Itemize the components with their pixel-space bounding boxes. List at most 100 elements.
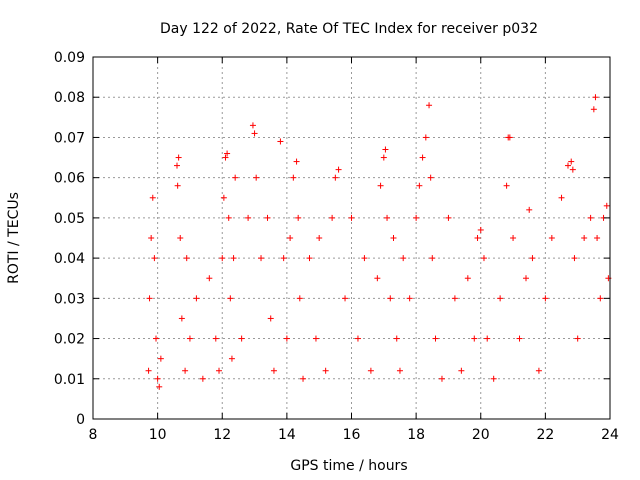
data-point xyxy=(182,367,189,374)
x-tick-label: 24 xyxy=(601,427,619,443)
data-point xyxy=(597,295,604,302)
data-point xyxy=(296,295,303,302)
data-point xyxy=(374,275,381,282)
data-point xyxy=(427,174,434,181)
y-tick-label: 0.04 xyxy=(54,251,85,267)
data-point xyxy=(571,255,578,262)
y-tick-label: 0.01 xyxy=(54,372,85,388)
data-point xyxy=(148,235,155,241)
data-point xyxy=(220,194,227,201)
data-point xyxy=(322,367,329,374)
data-point xyxy=(426,102,433,109)
x-axis-label: GPS time / hours xyxy=(290,458,407,474)
x-tick-label: 20 xyxy=(472,427,490,443)
x-tick-label: 18 xyxy=(407,427,425,443)
data-point xyxy=(193,295,200,302)
y-tick-label: 0.08 xyxy=(54,90,85,106)
data-point xyxy=(300,375,307,382)
data-point xyxy=(316,235,323,241)
data-point xyxy=(416,182,423,189)
data-point xyxy=(569,166,576,173)
data-point xyxy=(251,130,258,137)
x-tick-label: 10 xyxy=(149,427,167,443)
data-point xyxy=(146,295,153,302)
data-point xyxy=(270,367,277,374)
data-point xyxy=(432,335,439,342)
y-tick-label: 0.02 xyxy=(54,332,85,348)
data-point xyxy=(429,255,436,262)
data-point xyxy=(516,335,523,342)
data-point xyxy=(384,214,391,221)
data-point xyxy=(230,255,237,262)
data-point xyxy=(177,235,184,241)
data-point xyxy=(535,367,542,374)
data-point xyxy=(380,154,387,161)
data-point xyxy=(367,367,374,374)
grid-lines xyxy=(93,57,610,419)
data-point xyxy=(564,162,571,169)
data-point xyxy=(510,235,517,241)
data-point xyxy=(413,214,420,221)
data-point xyxy=(477,226,484,233)
data-point xyxy=(216,367,223,374)
data-point xyxy=(574,335,581,342)
data-point xyxy=(451,295,458,302)
data-point xyxy=(581,235,588,241)
data-point xyxy=(471,335,478,342)
y-tick-label: 0.07 xyxy=(54,130,85,146)
data-point xyxy=(348,214,355,221)
data-point xyxy=(438,375,445,382)
data-point xyxy=(183,255,190,262)
data-point xyxy=(377,182,384,189)
y-tick-label: 0.05 xyxy=(54,211,85,227)
data-point xyxy=(295,214,302,221)
data-point xyxy=(393,335,400,342)
data-point xyxy=(568,158,575,165)
data-point xyxy=(157,355,164,362)
data-point xyxy=(342,295,349,302)
data-point xyxy=(222,154,229,161)
data-point xyxy=(406,295,413,302)
data-point xyxy=(232,174,239,181)
data-point xyxy=(382,146,389,153)
data-point xyxy=(219,255,226,262)
data-point xyxy=(267,315,274,322)
data-point xyxy=(484,335,491,342)
data-point xyxy=(306,255,313,262)
data-point xyxy=(280,255,287,262)
data-point xyxy=(287,235,294,241)
data-point xyxy=(154,375,161,382)
data-point xyxy=(178,315,185,322)
data-point xyxy=(258,255,265,262)
data-point xyxy=(249,122,256,129)
data-point xyxy=(290,174,297,181)
data-point xyxy=(474,235,481,241)
data-point xyxy=(522,275,529,282)
data-point xyxy=(503,182,510,189)
data-point xyxy=(497,295,504,302)
data-point xyxy=(529,255,536,262)
data-point xyxy=(228,355,235,362)
data-point xyxy=(283,335,290,342)
x-tick-label: 12 xyxy=(213,427,231,443)
data-point xyxy=(458,367,465,374)
data-point xyxy=(227,295,234,302)
data-point xyxy=(174,182,181,189)
data-point xyxy=(542,295,549,302)
data-point xyxy=(603,202,610,209)
data-point xyxy=(238,335,245,342)
x-tick-label: 16 xyxy=(343,427,361,443)
data-point xyxy=(245,214,252,221)
data-point xyxy=(225,214,232,221)
data-point xyxy=(199,375,206,382)
data-points xyxy=(145,94,612,390)
y-tick-label: 0.09 xyxy=(54,50,85,66)
data-point xyxy=(480,255,487,262)
data-point xyxy=(526,206,533,213)
y-tick-label: 0.06 xyxy=(54,171,85,187)
data-point xyxy=(329,214,336,221)
data-point xyxy=(490,375,497,382)
data-point xyxy=(354,335,361,342)
data-point xyxy=(145,367,152,374)
